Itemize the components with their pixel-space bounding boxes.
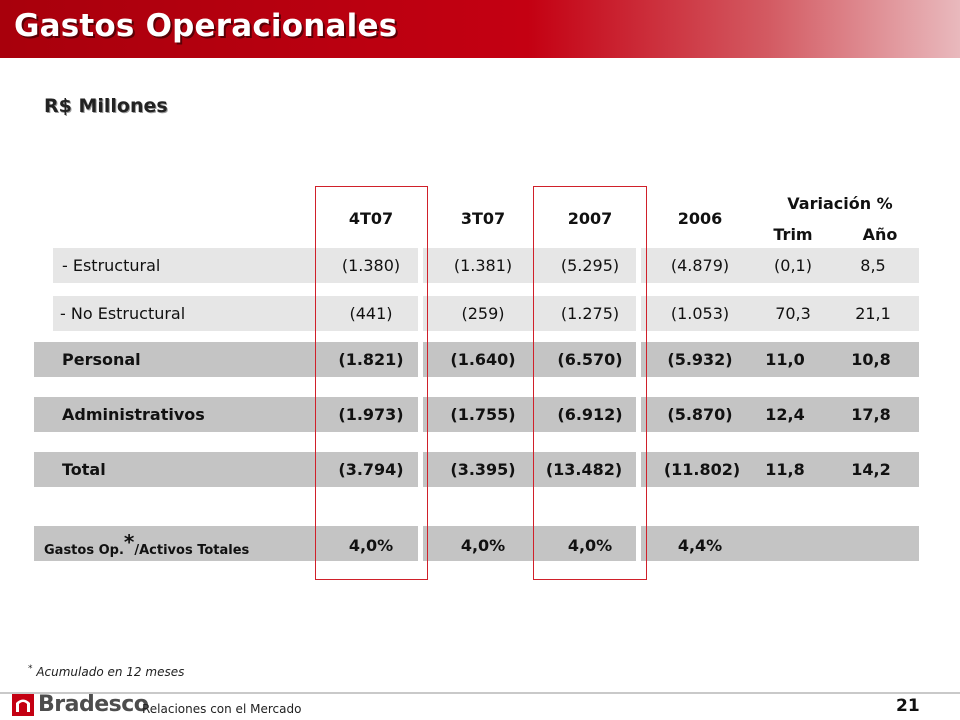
row-label-personal: Personal xyxy=(62,350,141,369)
cell-administrativos-2006: (5.870) xyxy=(667,405,733,424)
column-gap xyxy=(636,296,641,331)
row-label-no-estructural: - No Estructural xyxy=(60,304,186,323)
cell-personal-3t07: (1.640) xyxy=(450,350,516,369)
row-bar-administrativos xyxy=(34,397,919,432)
cell-administrativos-2007: (6.912) xyxy=(557,405,623,424)
col-header-ano: Año xyxy=(862,225,898,244)
cell-personal-2006: (5.932) xyxy=(667,350,733,369)
row-bar-total xyxy=(34,452,919,487)
highlight-4t07-column xyxy=(315,186,428,580)
footer-section: Relaciones con el Mercado xyxy=(142,702,302,716)
row-bar-ratio xyxy=(34,526,919,561)
cell-total-ano: 14,2 xyxy=(851,460,891,479)
row-label-administrativos: Administrativos xyxy=(62,405,205,424)
column-gap xyxy=(418,526,423,561)
cell-estructural-2006: (4.879) xyxy=(670,256,730,275)
footer-divider xyxy=(0,692,960,694)
cell-administrativos-4t07: (1.973) xyxy=(338,405,404,424)
brand-name: Bradesco xyxy=(38,692,149,717)
ratio-asterisk: * xyxy=(123,530,135,554)
cell-personal-2007: (6.570) xyxy=(557,350,623,369)
row-label-ratio: Gastos Op.*/Activos Totales xyxy=(44,530,249,565)
column-gap xyxy=(418,248,423,283)
ratio-label-prefix: Gastos Op. xyxy=(44,543,124,558)
cell-total-2007: (13.482) xyxy=(545,460,623,479)
cell-no-estructural-2007: (1.275) xyxy=(560,304,620,323)
cell-total-trim: 11,8 xyxy=(765,460,805,479)
cell-personal-ano: 10,8 xyxy=(851,350,891,369)
column-gap xyxy=(636,526,641,561)
cell-estructural-4t07: (1.380) xyxy=(341,256,401,275)
column-gap xyxy=(418,296,423,331)
ratio-label-suffix: /Activos Totales xyxy=(134,543,250,558)
cell-estructural-trim: (0,1) xyxy=(774,256,812,275)
col-header-2007: 2007 xyxy=(567,209,613,228)
cell-ratio-4t07: 4,0% xyxy=(348,536,394,555)
cell-estructural-3t07: (1.381) xyxy=(453,256,513,275)
col-header-4t07: 4T07 xyxy=(348,209,394,228)
col-header-2006: 2006 xyxy=(677,209,723,228)
row-bar-personal xyxy=(34,342,919,377)
cell-estructural-2007: (5.295) xyxy=(560,256,620,275)
page-number: 21 xyxy=(896,696,920,716)
cell-total-3t07: (3.395) xyxy=(450,460,516,479)
row-bar-no-estructural xyxy=(53,296,919,331)
col-header-3t07: 3T07 xyxy=(460,209,506,228)
column-gap xyxy=(418,452,423,487)
row-bar-estructural xyxy=(53,248,919,283)
footnote: * Acumulado en 12 meses xyxy=(28,664,184,679)
col-header-trim: Trim xyxy=(773,225,813,244)
cell-no-estructural-2006: (1.053) xyxy=(670,304,730,323)
footnote-asterisk: * xyxy=(28,664,33,674)
cell-personal-4t07: (1.821) xyxy=(338,350,404,369)
cell-no-estructural-3t07: (259) xyxy=(461,304,505,323)
cell-ratio-3t07: 4,0% xyxy=(460,536,506,555)
cell-ratio-2006: 4,4% xyxy=(677,536,723,555)
cell-ratio-2007: 4,0% xyxy=(567,536,613,555)
units-subtitle: R$ Millones xyxy=(44,95,168,117)
bradesco-logo-icon xyxy=(12,694,34,716)
highlight-2007-column xyxy=(533,186,647,580)
cell-estructural-ano: 8,5 xyxy=(860,256,886,275)
row-label-total: Total xyxy=(62,460,106,479)
row-label-estructural: - Estructural xyxy=(62,256,161,275)
col-header-variation: Variación % xyxy=(787,194,893,213)
column-gap xyxy=(636,342,641,377)
cell-no-estructural-ano: 21,1 xyxy=(855,304,891,323)
cell-no-estructural-4t07: (441) xyxy=(349,304,393,323)
column-gap xyxy=(636,397,641,432)
title-banner: Gastos Operacionales xyxy=(0,0,960,58)
cell-administrativos-trim: 12,4 xyxy=(765,405,805,424)
cell-no-estructural-trim: 70,3 xyxy=(775,304,811,323)
column-gap xyxy=(636,452,641,487)
column-gap xyxy=(636,248,641,283)
page-title: Gastos Operacionales xyxy=(14,8,398,44)
cell-personal-trim: 11,0 xyxy=(765,350,805,369)
cell-administrativos-3t07: (1.755) xyxy=(450,405,516,424)
footnote-text: Acumulado en 12 meses xyxy=(36,665,185,679)
column-gap xyxy=(418,397,423,432)
cell-total-2006: (11.802) xyxy=(663,460,741,479)
cell-administrativos-ano: 17,8 xyxy=(851,405,891,424)
column-gap xyxy=(418,342,423,377)
cell-total-4t07: (3.794) xyxy=(338,460,404,479)
